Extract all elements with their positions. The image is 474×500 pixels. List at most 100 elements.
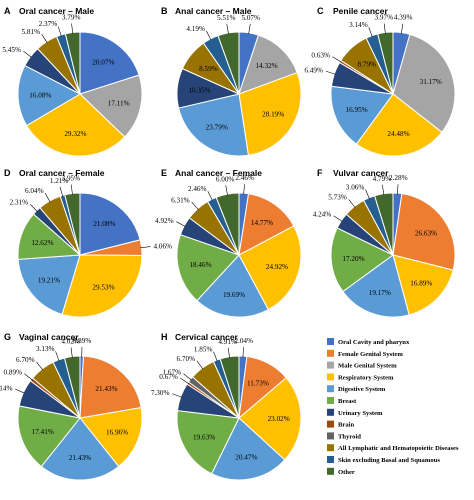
slices	[17, 355, 143, 481]
legend-swatch	[327, 432, 334, 440]
leader-line	[23, 50, 32, 58]
legend-swatch	[327, 338, 334, 345]
panel-letter: C	[317, 6, 324, 16]
legend-item-female-genital-system: Female Genital System	[327, 349, 403, 358]
leader-line	[70, 347, 73, 358]
legend-item-all-lymphatic-and-hematopoietic-diseases: All Lymphatic and Hematopoietic Diseases	[327, 444, 459, 452]
pie-slice-digestive-system	[196, 254, 270, 318]
slices	[330, 192, 456, 318]
slice-labels: 5.07% 14.32% 28.19% 23.79% 10.35% 8.59% 4.19% 5…	[186, 14, 284, 131]
data-label: 17.20%	[342, 255, 364, 263]
pie-slice-digestive-system	[40, 417, 120, 481]
pie-slice-digestive-system	[342, 254, 410, 318]
data-label: 2.31%	[10, 199, 29, 207]
leader-line	[243, 184, 245, 195]
leader-line	[140, 246, 151, 249]
legend-label: Oral Cavity and pharynx	[338, 339, 410, 346]
pie-slice-respiratory-system	[238, 71, 302, 156]
data-label: 3.95%	[62, 175, 81, 183]
panels-group: A Oral cancer – Male 20.07% 17.11% 29.32% 16.…	[0, 6, 456, 481]
legend-item-brain: Brain	[327, 420, 354, 429]
data-label: 29.53%	[92, 283, 114, 291]
leader-line	[172, 393, 182, 398]
leader-line	[206, 30, 212, 41]
data-label: 17.11%	[108, 99, 130, 107]
data-label: 18.46%	[189, 261, 211, 269]
legend: Oral Cavity and pharynx Female Genital Sy…	[327, 338, 459, 476]
leader-line	[383, 23, 386, 34]
data-label: 3.97%	[375, 14, 394, 22]
leader-line	[70, 184, 73, 195]
data-label: 0.89%	[4, 368, 23, 376]
pie-slice-female-genital-system	[79, 355, 142, 419]
panel-title: Anal cancer – Female	[175, 168, 262, 178]
panel-title: Anal cancer – Male	[175, 6, 252, 16]
pie-slice-respiratory-system	[79, 407, 143, 468]
pie-slice-breast	[176, 410, 240, 475]
slices	[330, 31, 456, 157]
data-label: 5.51%	[217, 14, 236, 22]
leader-line	[213, 351, 218, 362]
data-label: 23.79%	[206, 123, 228, 131]
data-label: 6.04%	[25, 187, 44, 195]
data-label: 6.31%	[171, 196, 190, 204]
data-label: 19.69%	[223, 291, 245, 299]
data-label: 17.41%	[32, 428, 54, 436]
leader-line	[71, 23, 74, 34]
pie-slice-breast	[17, 405, 81, 468]
legend-swatch	[327, 397, 334, 404]
legend-item-thyroid: Thyroid	[327, 432, 361, 440]
leader-line	[57, 26, 62, 37]
leader-line	[30, 204, 38, 212]
legend-item-other: Other	[327, 467, 355, 476]
pie-slice-respiratory-system	[25, 93, 126, 157]
pie-slice-digestive-system	[17, 254, 81, 315]
data-label: 3.06%	[346, 183, 365, 191]
leader-line	[325, 70, 336, 75]
data-label: 6.00%	[216, 175, 235, 183]
data-label: 31.17%	[420, 78, 442, 86]
slices	[176, 31, 302, 157]
leader-line	[227, 347, 230, 359]
panel-letter: F	[317, 168, 323, 178]
data-label: 3.13%	[36, 345, 55, 353]
data-label: 4.91%	[218, 338, 237, 346]
data-label: 8.59%	[199, 65, 218, 73]
legend-item-respiratory-system: Respiratory System	[327, 373, 394, 381]
leader-line	[226, 24, 229, 35]
leader-line	[24, 373, 33, 381]
data-label: 4.02%	[61, 338, 80, 346]
leader-line	[242, 347, 244, 358]
data-label: 14.32%	[255, 62, 277, 70]
legend-label: Female Genital System	[338, 351, 403, 358]
data-label: 4.24%	[313, 211, 332, 219]
panel-title: Vulvar cancer	[333, 168, 389, 178]
panel-title: Penile cancer	[333, 6, 389, 16]
leader-line	[207, 191, 213, 201]
panel-letter: G	[4, 332, 11, 342]
legend-label: Brain	[338, 422, 354, 429]
data-label: 5.07%	[241, 14, 260, 22]
data-label: 24.92%	[266, 263, 288, 271]
legend-label: Urinary System	[338, 410, 383, 417]
pie-slice-male-genital-system	[79, 74, 143, 138]
panel-letter: H	[161, 332, 168, 342]
data-label: 21.43%	[95, 385, 117, 393]
slice-labels: 4.39% 31.17% 24.48% 16.95% 6.49% 0.63% 8.79% 3.…	[304, 14, 441, 138]
leader-line	[41, 34, 48, 43]
data-label: 28.19%	[262, 111, 284, 119]
data-label: 0.63%	[311, 52, 330, 60]
pie-slice-digestive-system	[17, 64, 82, 127]
leader-line	[332, 56, 342, 63]
slice-labels: 2.46% 14.77% 24.92% 19.69% 18.46% 4.92% 6.31% 2…	[155, 174, 288, 299]
legend-item-breast: Breast	[327, 397, 357, 405]
legend-label: All Lymphatic and Hematopoietic Diseases	[338, 445, 459, 452]
legend-swatch	[327, 373, 334, 381]
data-label: 21.08%	[93, 220, 115, 228]
leader-line	[55, 351, 60, 362]
slice-labels: 2.28% 26.63% 16.89% 19.17% 17.20% 4.24% 5.73% 3…	[313, 174, 437, 297]
data-label: 2.37%	[39, 20, 58, 28]
pie-slice-digestive-system	[211, 417, 286, 481]
